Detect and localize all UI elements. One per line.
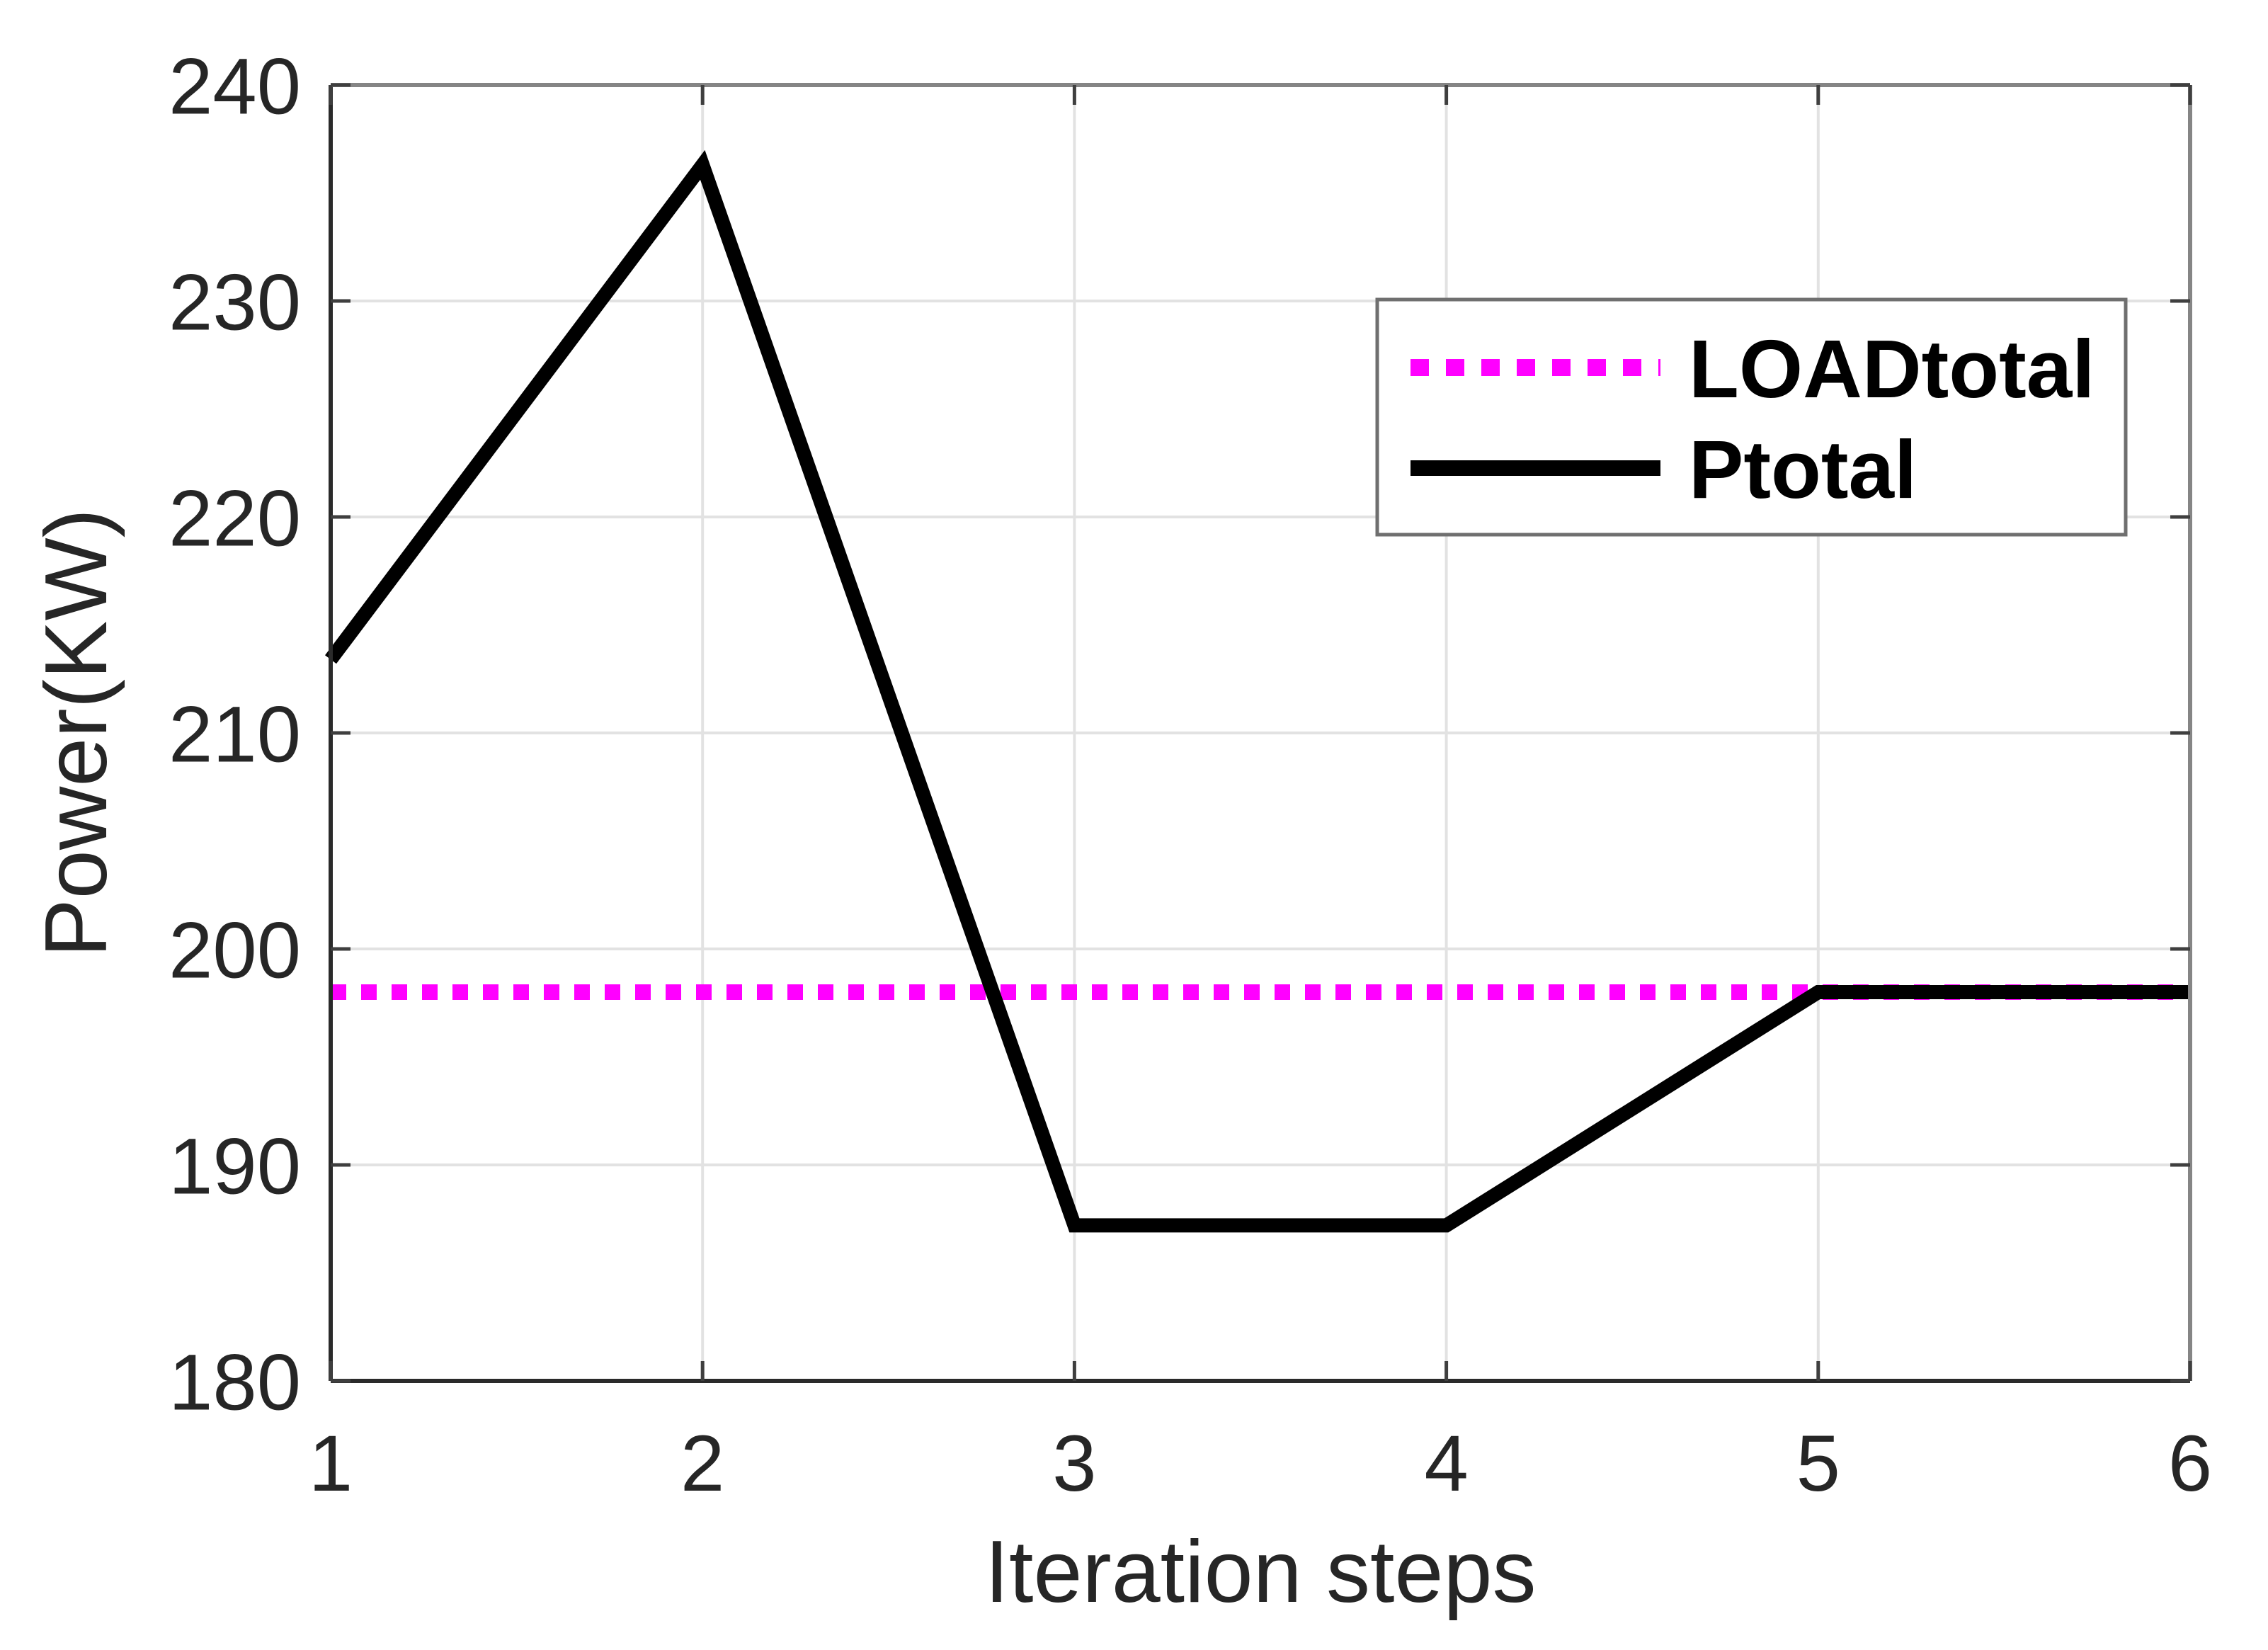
y-axis-label: Power(KW) [28,508,125,957]
x-tick-label-3: 3 [1052,1419,1096,1508]
y-tick-label-240: 240 [169,42,301,130]
x-tick-label-1: 1 [309,1419,353,1508]
x-tick-label-2: 2 [680,1419,724,1508]
x-axis-label: Iteration steps [985,1523,1537,1621]
x-tick-label-6: 6 [2168,1419,2212,1508]
legend: LOADtotal Ptotal [1375,297,2128,537]
y-tick-label-200: 200 [169,906,301,994]
series-layer [325,149,2190,1233]
grid-layer [331,85,2190,1381]
tick-label-layer: 180 190 200 210 220 230 240 1 2 3 4 5 6 [169,42,2212,1508]
y-tick-label-210: 210 [169,690,301,778]
legend-label-loadtotal: LOADtotal [1689,323,2095,415]
series-line-ptotal [325,149,2190,1233]
y-tick-label-220: 220 [169,474,301,562]
legend-box [1375,297,2128,537]
y-tick-label-180: 180 [169,1338,301,1426]
axis-frame [329,83,2192,1383]
x-tick-label-4: 4 [1424,1419,1468,1508]
y-tick-label-190: 190 [169,1122,301,1210]
y-tick-label-230: 230 [169,258,301,346]
x-tick-label-5: 5 [1796,1419,1840,1508]
legend-label-ptotal: Ptotal [1689,423,1917,516]
